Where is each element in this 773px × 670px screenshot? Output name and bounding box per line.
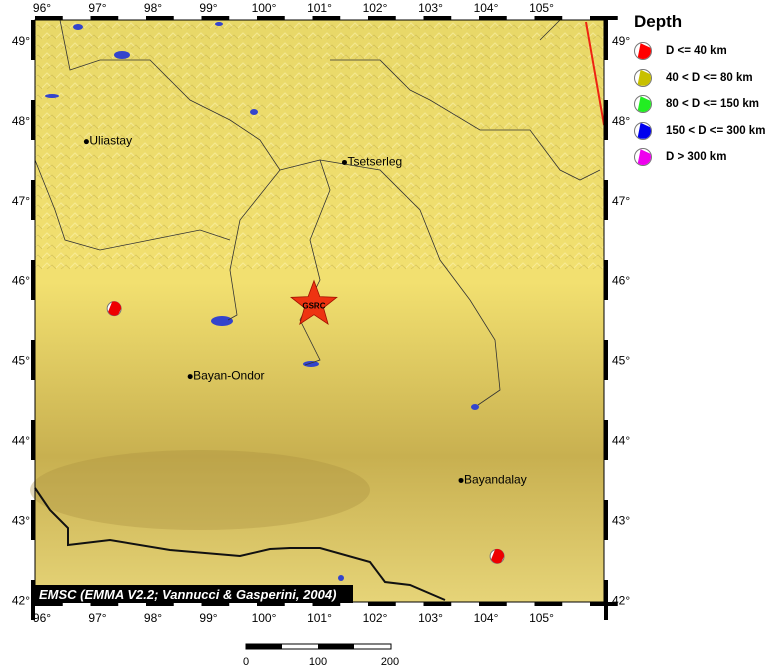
latitude-label: 48°	[12, 114, 30, 128]
legend-item: 80 < D <= 150 km	[634, 91, 765, 118]
city-label: Tsetserleg	[347, 154, 402, 168]
city-label: Bayandalay	[464, 472, 527, 486]
credit-box	[35, 585, 353, 603]
longitude-label: 98°	[144, 1, 162, 15]
cities: Uliastay Tsetserleg Bayan-Ondor Bayandalay	[83, 134, 527, 486]
events[interactable]	[106, 301, 505, 564]
city-marker	[187, 374, 193, 380]
longitude-label: 102°	[363, 611, 388, 625]
longitude-label: 100°	[252, 611, 277, 625]
latitude-label: 42°	[612, 593, 630, 607]
city-marker	[83, 139, 89, 145]
longitude-label: 101°	[307, 1, 332, 15]
longitude-label: 100°	[252, 1, 277, 15]
legend-item: 150 < D <= 300 km	[634, 118, 765, 145]
city-marker	[458, 477, 464, 483]
beachball-icon	[634, 95, 652, 114]
latitude-label: 49°	[12, 34, 30, 48]
longitude-label: 101°	[307, 611, 332, 625]
legend-item: D <= 40 km	[634, 38, 765, 65]
longitude-label: 103°	[418, 611, 443, 625]
legend-label: D > 300 km	[666, 151, 727, 164]
province-boundaries	[34, 19, 601, 406]
city-label: Uliastay	[89, 134, 132, 148]
latitude-label: 49°	[612, 34, 630, 48]
scale-label: 0	[243, 656, 249, 665]
earthquake-beachball[interactable]	[106, 301, 122, 317]
longitude-label: 99°	[199, 1, 217, 15]
longitude-label: 96°	[33, 1, 51, 15]
frame-ticks	[31, 16, 618, 620]
latitude-label: 43°	[12, 513, 30, 527]
depth-legend: Depth D <= 40 km 40 < D <= 80 km 80 < D <=…	[634, 12, 765, 171]
legend-item: 40 < D <= 80 km	[634, 65, 765, 92]
longitude-labels: 96° 96° 97° 97° 98° 98° 99° 99° 100° 100° 101° 101°…	[33, 1, 554, 625]
legend-title: Depth	[634, 12, 683, 31]
beachball-icon	[634, 121, 652, 140]
mountain-relief	[35, 20, 604, 270]
latitude-label: 45°	[12, 354, 30, 368]
plate-boundary	[585, 21, 605, 126]
legend-label: 40 < D <= 80 km	[666, 71, 753, 84]
beachball-icon	[634, 42, 652, 61]
legend-label: 150 < D <= 300 km	[666, 124, 766, 137]
legend-label: 80 < D <= 150 km	[666, 98, 760, 111]
longitude-label: 99°	[199, 611, 217, 625]
longitude-label: 102°	[363, 1, 388, 15]
longitude-label: 96°	[33, 611, 51, 625]
city-label: Bayan-Ondor	[193, 369, 264, 383]
latitude-label: 43°	[612, 513, 630, 527]
latitude-label: 47°	[612, 194, 630, 208]
credit-text: EMSC (EMMA V2.2; Vannucci & Gasperini, 2…	[39, 587, 336, 602]
longitude-label: 97°	[88, 1, 106, 15]
longitude-label: 98°	[144, 611, 162, 625]
latitude-label: 48°	[612, 114, 630, 128]
lakes	[45, 22, 479, 581]
longitude-label: 104°	[474, 611, 499, 625]
latitude-label: 46°	[12, 274, 30, 288]
epicenter[interactable]: GSRC	[290, 279, 338, 326]
latitude-label: 46°	[612, 274, 630, 288]
latitude-label: 47°	[12, 194, 30, 208]
scale-label: 200	[381, 656, 399, 665]
longitude-label: 97°	[88, 611, 106, 625]
epicenter-star[interactable]	[290, 279, 338, 326]
longitude-label: 105°	[529, 1, 554, 15]
earthquake-beachball[interactable]	[489, 548, 505, 564]
scale-label: 100	[309, 656, 327, 665]
legend-item: D > 300 km	[634, 144, 765, 171]
epicenter-label: GSRC	[302, 302, 325, 311]
gobi-depression	[30, 450, 370, 530]
beachball-icon	[634, 148, 652, 167]
latitude-label: 44°	[612, 434, 630, 448]
beachball-icon	[634, 68, 652, 87]
international-border	[34, 487, 446, 601]
longitude-label: 104°	[474, 1, 499, 15]
latitude-label: 42°	[12, 593, 30, 607]
latitude-labels: 49° 49° 48° 48° 47° 47° 46° 46° 45° 45° 44° 44° 43° 4…	[12, 34, 631, 607]
latitude-label: 44°	[12, 434, 30, 448]
legend-label: D <= 40 km	[666, 45, 727, 58]
city-marker	[341, 159, 347, 165]
longitude-label: 103°	[418, 1, 443, 15]
latitude-label: 45°	[612, 354, 630, 368]
longitude-label: 105°	[529, 611, 554, 625]
scale-bar: 0 100 200	[243, 643, 399, 668]
